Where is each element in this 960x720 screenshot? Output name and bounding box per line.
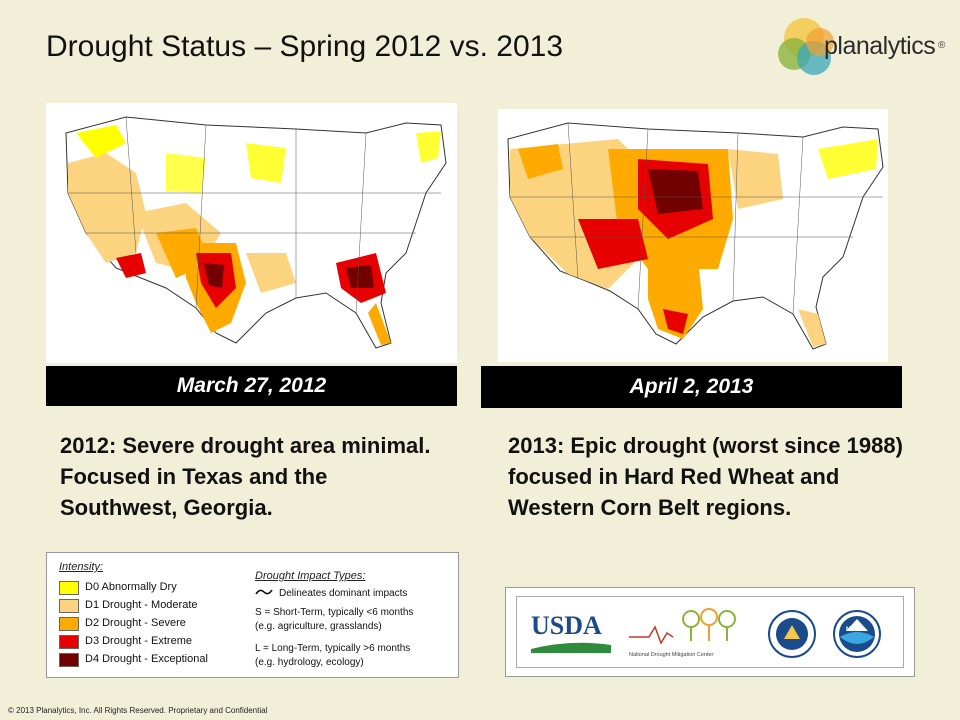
drought-map-2013 xyxy=(498,109,888,362)
usda-text: USDA xyxy=(531,611,602,640)
swatch-d1 xyxy=(59,599,79,613)
footer-copyright: © 2013 Planalytics, Inc. All Rights Rese… xyxy=(8,706,268,715)
ndmc-trees-icon xyxy=(629,608,736,645)
logo-text: planalytics xyxy=(824,32,936,60)
swatch-d4 xyxy=(59,653,79,667)
legend-label: D1 Drought - Moderate xyxy=(85,599,198,611)
impact-line-4: L = Long-Term, typically >6 months xyxy=(255,643,411,654)
description-2012: 2012: Severe drought area minimal. Focus… xyxy=(60,433,431,520)
usda-swoosh-icon xyxy=(531,642,611,653)
us-map-2013-icon xyxy=(507,122,884,350)
us-map-2012-icon xyxy=(65,116,447,349)
swatch-d0 xyxy=(59,581,79,595)
swatch-d2 xyxy=(59,617,79,631)
impact-line-1: Delineates dominant impacts xyxy=(279,588,408,599)
slide-title: Drought Status – Spring 2012 vs. 2013 xyxy=(46,30,564,63)
legend-label: D2 Drought - Severe xyxy=(85,617,186,629)
drought-legend: Intensity: D0 Abnormally Dry D1 Drought … xyxy=(46,552,459,678)
legend-label: D0 Abnormally Dry xyxy=(85,581,177,593)
map-date-2012: March 27, 2012 xyxy=(46,366,457,406)
noaa-text: NOAA xyxy=(846,627,864,633)
usda-logo: USDA xyxy=(531,613,611,657)
legend-title: Intensity: xyxy=(59,561,104,573)
legend-label: D3 Drought - Extreme xyxy=(85,635,192,647)
ndmc-text: National Drought Mitigation Center xyxy=(629,652,714,658)
impact-line-3: (e.g. agriculture, grasslands) xyxy=(255,621,382,632)
agency-logos: USDA National Drought Mitigation Center xyxy=(505,587,915,677)
map-date-2013: April 2, 2013 xyxy=(481,366,902,408)
agency-logos-frame: USDA National Drought Mitigation Center xyxy=(516,596,904,668)
noaa-logo-icon xyxy=(833,610,881,658)
impact-line-2: S = Short-Term, typically <6 months xyxy=(255,607,414,618)
impact-line-icon xyxy=(255,589,273,595)
planalytics-logo-icon xyxy=(778,18,834,75)
swatch-d3 xyxy=(59,635,79,649)
legend-label: D4 Drought - Exceptional xyxy=(85,653,208,665)
ndmc-logo: National Drought Mitigation Center xyxy=(629,607,749,663)
description-2013: 2013: Epic drought (worst since 1988) fo… xyxy=(508,433,903,520)
impact-types-title: Drought Impact Types: xyxy=(255,570,366,582)
logo-registered-mark: ® xyxy=(938,40,946,51)
impact-line-5: (e.g. hydrology, ecology) xyxy=(255,657,364,668)
drought-map-2012 xyxy=(46,103,457,363)
commerce-seal-icon xyxy=(768,610,816,658)
